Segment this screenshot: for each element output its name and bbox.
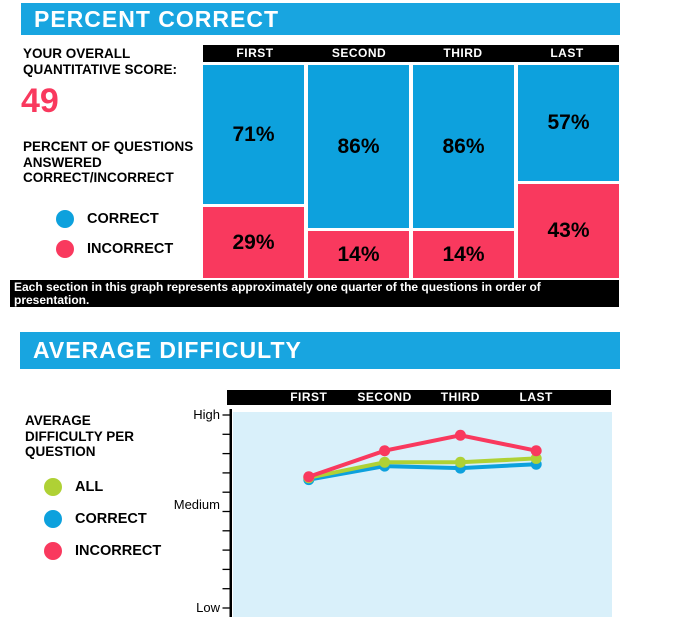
series-line-correct <box>306 462 539 482</box>
mosaic-column-last: 57% 43% <box>518 65 619 278</box>
legend-label: INCORRECT <box>75 542 162 559</box>
series-line-incorrect <box>306 433 539 479</box>
column-header-second: SECOND <box>357 390 412 404</box>
mosaic-column-third: 86% 14% <box>413 65 514 278</box>
all-dot-icon <box>44 477 62 496</box>
incorrect-dot-icon <box>56 239 74 258</box>
series-line-all <box>306 456 539 480</box>
column-header-third: THIRD <box>443 46 483 60</box>
difficulty-legend: ALL CORRECT INCORRECT <box>44 477 161 560</box>
data-point-incorrect-first <box>303 471 315 483</box>
correct-dot-icon <box>44 509 62 528</box>
legend-item-correct: CORRECT <box>44 509 161 528</box>
y-axis-line <box>229 409 232 617</box>
column-header-first: FIRST <box>290 390 328 404</box>
percent-correct-legend: CORRECT INCORRECT <box>56 209 173 258</box>
column-header-last: LAST <box>519 390 553 404</box>
legend-label: INCORRECT <box>87 240 174 257</box>
column-header-second: SECOND <box>331 46 387 60</box>
overall-score-label: YOUR OVERALL QUANTITATIVE SCORE: <box>23 46 177 77</box>
average-difficulty-section-title: AVERAGE DIFFICULTY <box>20 332 620 369</box>
mosaic-columns: 71% 29% 86% 14% 86% 14% 57% 43% <box>203 65 619 278</box>
difficulty-line-chart <box>303 429 542 486</box>
line-chart-column-header-bar: FIRST SECOND THIRD LAST <box>227 390 611 405</box>
correct-segment-third: 86% <box>413 65 514 229</box>
incorrect-segment-first: 29% <box>203 207 304 278</box>
overall-score-value: 49 <box>21 82 59 120</box>
correct-segment-first: 71% <box>203 65 304 205</box>
incorrect-segment-third: 14% <box>413 231 514 278</box>
column-header-bar: FIRST SECOND THIRD LAST <box>203 45 619 62</box>
column-header-last: LAST <box>550 46 584 60</box>
correct-dot-icon <box>56 209 74 228</box>
data-point-all-last <box>530 452 542 464</box>
percent-correct-chart: FIRST SECOND THIRD LAST 71% 29% 86% 14% 86% 14% 5… <box>203 45 619 278</box>
y-axis <box>222 409 232 617</box>
legend-item-incorrect: INCORRECT <box>44 541 161 560</box>
legend-item-correct: CORRECT <box>56 209 173 228</box>
mosaic-column-first: 71% 29% <box>203 65 304 278</box>
data-point-all-second <box>379 456 391 468</box>
mosaic-column-second: 86% 14% <box>308 65 409 278</box>
y-axis-label-medium: Medium <box>173 497 220 512</box>
legend-item-all: ALL <box>44 477 161 496</box>
y-axis-label-low: Low <box>196 600 220 615</box>
data-point-incorrect-second <box>379 445 391 457</box>
column-header-first: FIRST <box>236 46 274 60</box>
legend-item-incorrect: INCORRECT <box>56 239 173 258</box>
correct-segment-last: 57% <box>518 65 619 182</box>
legend-label: CORRECT <box>87 210 159 227</box>
y-axis-label-high: High <box>193 407 220 422</box>
legend-label: ALL <box>75 478 104 495</box>
percent-questions-description: PERCENT OF QUESTIONS ANSWERED CORRECT/IN… <box>23 139 194 185</box>
difficulty-plot-area <box>233 412 612 617</box>
incorrect-segment-second: 14% <box>308 231 409 278</box>
percent-correct-section-title: PERCENT CORRECT <box>21 3 620 35</box>
data-point-incorrect-third <box>454 429 466 441</box>
column-header-third: THIRD <box>440 390 480 404</box>
data-point-incorrect-last <box>530 445 542 457</box>
data-point-all-third <box>454 456 466 468</box>
incorrect-dot-icon <box>44 541 62 560</box>
incorrect-segment-last: 43% <box>518 184 619 278</box>
correct-segment-second: 86% <box>308 65 409 229</box>
legend-label: CORRECT <box>75 510 147 527</box>
average-difficulty-description: AVERAGE DIFFICULTY PER QUESTION <box>25 413 135 459</box>
chart-footnote: Each section in this graph represents ap… <box>10 280 619 307</box>
